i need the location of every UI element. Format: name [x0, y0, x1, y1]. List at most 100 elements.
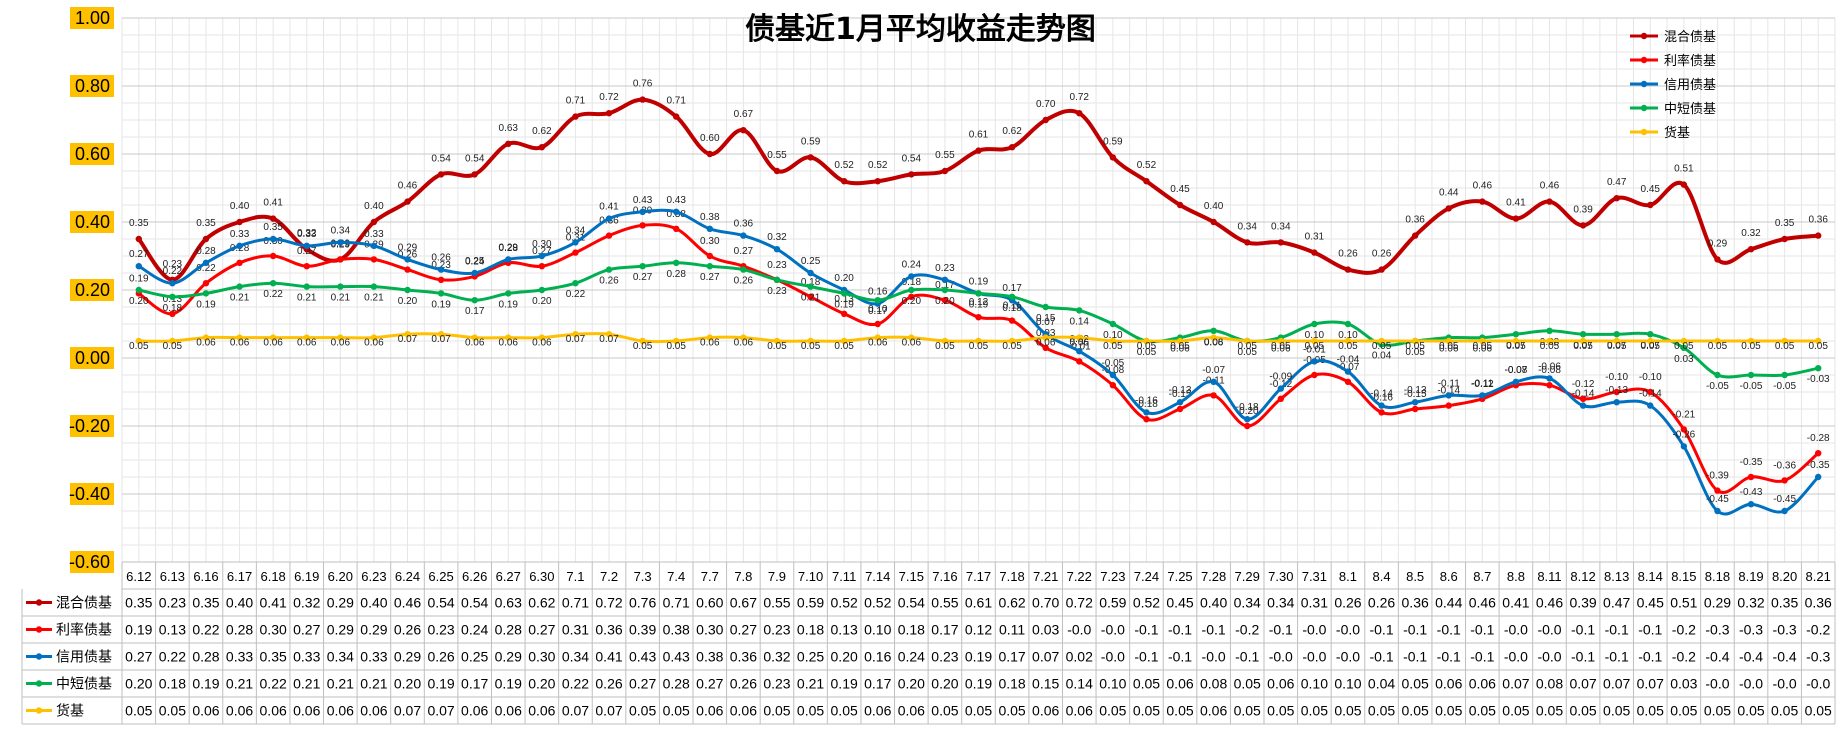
table-cell: 0.39: [629, 622, 656, 638]
x-tick-label: 7.18: [999, 569, 1024, 584]
data-point: [1613, 399, 1620, 406]
table-cell: 0.71: [663, 595, 690, 611]
table-cell: 0.06: [461, 703, 488, 719]
table-cell: -0.2: [1672, 649, 1696, 665]
data-point: [337, 256, 344, 263]
data-label: -0.16: [1370, 392, 1393, 403]
table-cell: 0.05: [1133, 676, 1160, 692]
data-label: 0.71: [566, 96, 586, 107]
table-cell: 0.22: [562, 676, 589, 692]
data-point: [337, 283, 344, 290]
data-point: [1344, 378, 1352, 385]
data-point: [673, 208, 680, 215]
data-point: [1109, 320, 1117, 328]
data-label: 0.36: [1405, 215, 1425, 226]
data-point: [236, 283, 243, 290]
data-point: [1714, 256, 1721, 263]
data-label: 0.22: [163, 266, 183, 277]
table-cell: 0.16: [864, 649, 891, 665]
table-cell: 0.71: [562, 595, 589, 611]
data-label: -0.14: [1437, 386, 1460, 397]
data-point: [1512, 337, 1520, 345]
data-label: 0.06: [263, 338, 283, 349]
data-label: -0.07: [1202, 365, 1225, 376]
data-label: 0.38: [700, 212, 720, 223]
table-cell: 0.41: [595, 649, 622, 665]
data-label: 0.05: [1305, 341, 1325, 352]
table-cell: 0.30: [528, 649, 555, 665]
data-point: [807, 337, 814, 345]
data-label: 0.25: [465, 256, 485, 267]
data-point: [874, 297, 881, 304]
data-point: [471, 171, 478, 178]
table-cell: -0.0: [1202, 649, 1226, 665]
table-cell: 0.07: [1637, 676, 1664, 692]
x-tick-label: 7.10: [798, 569, 823, 584]
table-cell: 0.27: [696, 676, 723, 692]
table-cell: 0.41: [1502, 595, 1529, 611]
data-label: -0.35: [1740, 457, 1763, 468]
table-cell: 0.06: [260, 703, 287, 719]
table-cell: 0.36: [595, 622, 622, 638]
data-point: [1277, 385, 1284, 392]
x-tick-label: 7.29: [1235, 569, 1260, 584]
data-point: [1210, 392, 1217, 399]
data-label: 0.06: [297, 338, 317, 349]
x-tick-label: 8.4: [1373, 569, 1391, 584]
data-label: -0.05: [1706, 381, 1729, 392]
table-cell: -0.0: [1336, 622, 1360, 638]
table-cell: 0.19: [831, 676, 858, 692]
data-label: 0.21: [297, 293, 317, 304]
table-cell: -0.0: [1739, 676, 1763, 692]
table-cell: -0.1: [1269, 622, 1293, 638]
x-tick-label: 7.21: [1033, 569, 1058, 584]
data-label: 0.60: [700, 133, 720, 144]
y-tick-highlight: [70, 75, 114, 97]
data-label: 0.29: [499, 242, 519, 253]
data-label: 0.27: [129, 249, 149, 260]
table-cell: 0.27: [125, 649, 152, 665]
data-label: -0.26: [1672, 429, 1695, 440]
table-cell: 0.06: [1469, 676, 1496, 692]
data-point: [1210, 218, 1217, 226]
data-point: [706, 334, 713, 341]
table-cell: 0.03: [1032, 622, 1059, 638]
table-row-name: 中短债基: [56, 676, 112, 692]
table-cell: 0.28: [226, 622, 253, 638]
data-point: [269, 215, 277, 222]
data-label: 0.06: [331, 338, 351, 349]
x-tick-label: 8.5: [1406, 569, 1424, 584]
data-point: [1714, 507, 1721, 515]
data-point: [908, 273, 915, 280]
table-cell: 0.17: [461, 676, 488, 692]
y-tick-label: 0.80: [75, 76, 110, 96]
x-tick-label: 6.13: [160, 569, 185, 584]
x-tick-label: 8.18: [1705, 569, 1730, 584]
table-cell: 0.45: [1166, 595, 1193, 611]
data-label: 0.76: [633, 79, 653, 90]
data-point: [807, 293, 814, 300]
data-label: 0.45: [1641, 184, 1661, 195]
y-tick-label: 1.00: [75, 8, 110, 28]
data-point: [505, 256, 512, 263]
table-cell: -0.4: [1739, 649, 1763, 665]
table-cell: 0.05: [1704, 703, 1731, 719]
x-tick-label: 6.27: [496, 569, 521, 584]
x-tick-label: 8.21: [1806, 569, 1831, 584]
table-cell: -0.0: [1067, 622, 1091, 638]
table-cell: 0.46: [1536, 595, 1563, 611]
data-point: [975, 290, 982, 297]
data-label: 0.16: [868, 287, 888, 298]
data-label: 0.26: [1372, 249, 1392, 260]
data-point: [1781, 337, 1788, 345]
data-label: 0.05: [1540, 341, 1560, 352]
table-cell: 0.10: [864, 622, 891, 638]
table-row-name: 混合债基: [56, 595, 112, 611]
data-point: [1479, 337, 1486, 345]
table-cell: 0.44: [1435, 595, 1462, 611]
table-cell: 0.04: [1368, 676, 1395, 692]
table-cell: 0.05: [1502, 703, 1529, 719]
data-point: [1747, 473, 1755, 481]
table-legend-marker: [35, 653, 43, 660]
table-cell: 0.05: [1637, 703, 1664, 719]
